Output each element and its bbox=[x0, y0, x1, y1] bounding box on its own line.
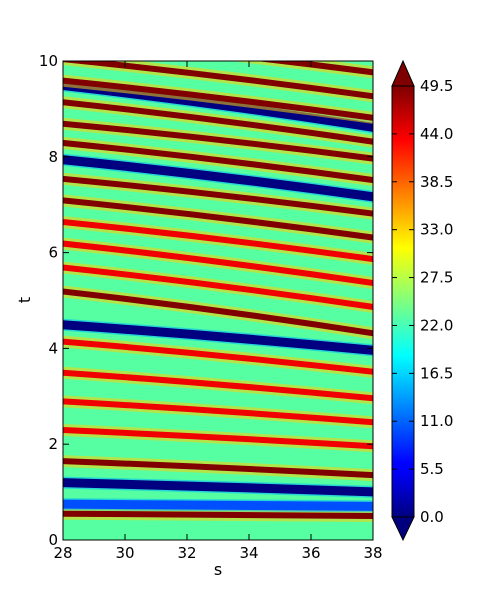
ridge-band-9 bbox=[63, 288, 373, 337]
ridge-band-21 bbox=[63, 61, 373, 100]
plot-frame bbox=[62, 60, 374, 541]
ridge-band-22 bbox=[256, 61, 373, 76]
plot-area bbox=[62, 60, 374, 541]
heatmap-bands bbox=[63, 61, 373, 523]
ridge-band-4 bbox=[63, 427, 373, 450]
ridge-band-12 bbox=[63, 218, 373, 263]
trough-band-1 bbox=[63, 499, 373, 511]
ridge-band-14 bbox=[63, 175, 373, 217]
y-tick-label: 10 bbox=[39, 52, 58, 70]
x-tick-label: 36 bbox=[301, 544, 320, 562]
ridge-band-19 bbox=[63, 99, 373, 145]
colorbar: 0.0 5.5 11.0 16.5 22.0 27.5 33.0 38.5 44.0 49.5 bbox=[391, 59, 453, 542]
y-axis-label: t bbox=[15, 297, 34, 303]
trough-band-2 bbox=[63, 478, 373, 497]
ridge-band-13 bbox=[63, 197, 373, 241]
colorbar-tick-label: 49.5 bbox=[420, 77, 453, 95]
y-axis: 0 2 4 6 8 10 bbox=[39, 52, 373, 549]
colorbar-tick-label: 33.0 bbox=[420, 221, 453, 239]
ridge-band-0 bbox=[63, 510, 373, 520]
colorbar-tick-label: 38.5 bbox=[420, 173, 453, 191]
trough-band-8 bbox=[63, 320, 373, 355]
y-tick-label: 2 bbox=[48, 435, 58, 453]
x-tick-label: 38 bbox=[363, 544, 382, 562]
ridge-band-6 bbox=[63, 369, 373, 402]
y-tick-label: 4 bbox=[48, 339, 58, 357]
colorbar-gradient bbox=[391, 85, 415, 518]
colorbar-tick-label: 22.0 bbox=[420, 316, 453, 334]
x-axis: 28 30 32 34 36 38 bbox=[53, 61, 383, 562]
colorbar-tick-label: 5.5 bbox=[420, 460, 444, 478]
x-axis-label: s bbox=[214, 560, 222, 579]
colorbar-tick-label: 11.0 bbox=[420, 412, 453, 430]
ridge-band-11 bbox=[63, 240, 373, 287]
colorbar-extend-max bbox=[391, 59, 415, 87]
y-tick-label: 6 bbox=[48, 244, 58, 262]
colorbar-tick-label: 44.0 bbox=[420, 125, 453, 143]
colorbar-tick-label: 16.5 bbox=[420, 364, 453, 382]
colorbar-ticks: 0.0 5.5 11.0 16.5 22.0 27.5 33.0 38.5 44.0 49.5 bbox=[392, 77, 453, 526]
ridge-band-5 bbox=[63, 398, 373, 426]
ridge-band-17 bbox=[63, 120, 373, 162]
x-tick-label: 30 bbox=[115, 544, 134, 562]
colorbar-tick-label: 0.0 bbox=[420, 508, 444, 526]
trough-band-15 bbox=[63, 155, 373, 202]
ridge-band-10 bbox=[63, 264, 373, 310]
ridge-band-3 bbox=[63, 458, 373, 479]
colorbar-extend-min bbox=[391, 516, 415, 542]
x-tick-label: 28 bbox=[53, 544, 72, 562]
ridge-band-16 bbox=[63, 139, 373, 184]
ridge-band-7 bbox=[63, 338, 373, 375]
y-tick-label: 8 bbox=[48, 148, 58, 166]
ridge-band-20 bbox=[63, 77, 373, 121]
colorbar-tick-label: 27.5 bbox=[420, 269, 453, 287]
y-tick-label: 0 bbox=[48, 531, 58, 549]
x-tick-label: 34 bbox=[239, 544, 258, 562]
x-tick-label: 32 bbox=[177, 544, 196, 562]
